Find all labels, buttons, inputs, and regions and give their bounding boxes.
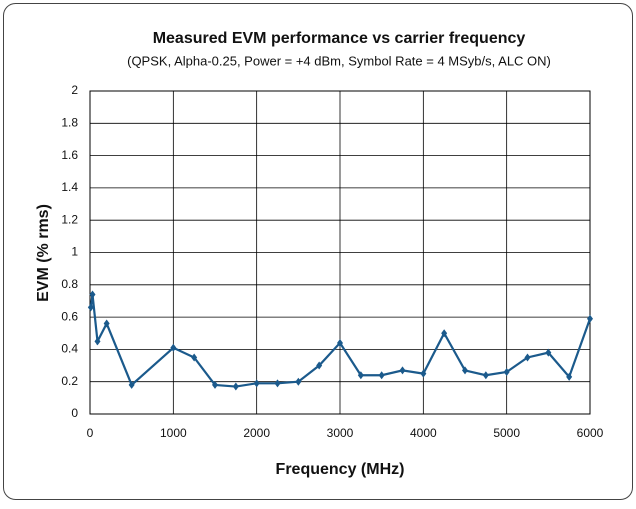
data-point xyxy=(103,319,110,328)
chart-title: Measured EVM performance vs carrier freq… xyxy=(153,30,526,47)
x-tick-label: 2000 xyxy=(243,426,270,440)
data-point xyxy=(170,343,177,352)
data-point xyxy=(587,314,593,323)
data-point xyxy=(337,338,343,347)
y-tick-label: 0.6 xyxy=(61,309,78,323)
y-tick-label: 1 xyxy=(71,245,78,259)
y-tick-label: 1.6 xyxy=(61,148,78,162)
data-point xyxy=(212,380,218,389)
data-point xyxy=(566,372,573,381)
x-tick-label: 6000 xyxy=(577,426,604,440)
data-point xyxy=(295,377,302,386)
y-tick-label: 1.2 xyxy=(61,212,78,226)
y-tick-label: 0.2 xyxy=(61,374,78,388)
data-point xyxy=(128,380,135,389)
y-tick-label: 1.8 xyxy=(61,115,78,129)
data-point xyxy=(524,353,531,362)
y-axis-label: EVM (% rms) xyxy=(35,204,52,302)
data-point xyxy=(232,382,239,391)
chart-subtitle: (QPSK, Alpha-0.25, Power = +4 dBm, Symbo… xyxy=(127,53,551,68)
x-axis-label: Frequency (MHz) xyxy=(276,461,405,478)
data-point xyxy=(94,337,101,346)
data-point xyxy=(89,290,96,299)
x-tick-label: 5000 xyxy=(493,426,520,440)
y-tick-label: 0.8 xyxy=(61,277,78,291)
series-line xyxy=(89,294,592,388)
y-tick-label: 2 xyxy=(71,83,78,97)
data-point xyxy=(545,348,552,357)
data-point xyxy=(482,371,489,380)
data-point xyxy=(274,379,281,388)
y-tick-label: 0 xyxy=(71,406,78,420)
data-point xyxy=(420,369,427,378)
x-tick-label: 1000 xyxy=(160,426,187,440)
data-point xyxy=(357,371,364,380)
x-tick-label: 3000 xyxy=(327,426,354,440)
data-point xyxy=(399,366,406,375)
data-point xyxy=(503,368,510,377)
data-point xyxy=(462,366,468,375)
data-point xyxy=(253,379,260,388)
x-tick-label: 0 xyxy=(87,426,94,440)
data-point xyxy=(441,329,448,338)
data-point xyxy=(87,303,94,312)
data-point xyxy=(191,353,198,362)
data-point xyxy=(378,371,385,380)
x-tick-label: 4000 xyxy=(410,426,437,440)
data-point xyxy=(316,361,323,370)
y-tick-label: 1.4 xyxy=(61,180,78,194)
y-tick-label: 0.4 xyxy=(61,342,78,356)
